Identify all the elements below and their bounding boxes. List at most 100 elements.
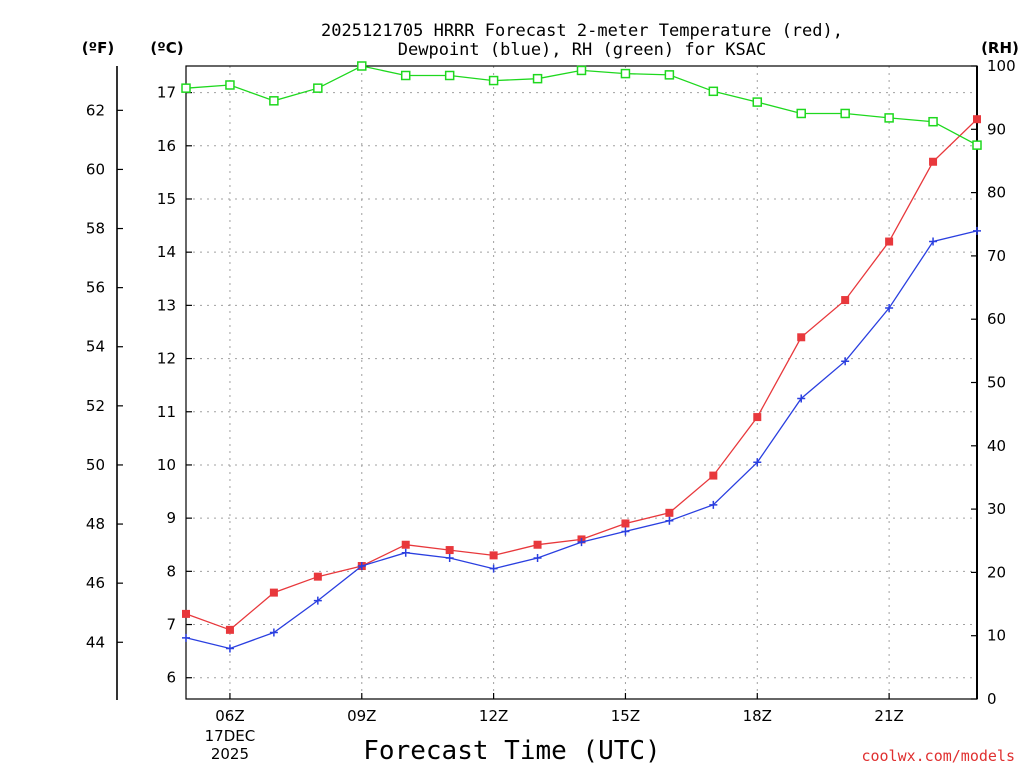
rh-point xyxy=(532,73,543,84)
chart-title-line-1: 2025121705 HRRR Forecast 2-meter Tempera… xyxy=(321,21,843,41)
rh-point xyxy=(840,108,850,119)
dewpoint-point xyxy=(797,394,806,403)
rh-tick-label: 0 xyxy=(987,690,997,708)
dewpoint-point xyxy=(401,548,410,557)
celsius-tick-label: 15 xyxy=(157,190,176,208)
dewpoint-point xyxy=(577,538,586,547)
dewpoint-point xyxy=(973,226,981,235)
temperature-point xyxy=(445,546,454,555)
rh-tick-label: 60 xyxy=(987,310,1006,328)
fahrenheit-tick-label: 50 xyxy=(86,456,105,474)
rh-point xyxy=(620,68,631,79)
temperature-point xyxy=(753,413,762,422)
fahrenheit-tick-label: 46 xyxy=(86,574,105,592)
rh-tick-label: 30 xyxy=(987,500,1006,518)
rh-point xyxy=(884,113,894,123)
temperature-point xyxy=(489,551,498,560)
chart-title-line-2: Dewpoint (blue), RH (green) for KSAC xyxy=(398,40,766,60)
x-tick-label: 09Z xyxy=(347,707,376,725)
grid-lines xyxy=(186,66,977,699)
rh-tick-label: 40 xyxy=(987,437,1006,455)
temperature-point xyxy=(973,115,981,124)
rh-point xyxy=(181,83,191,93)
fahrenheit-unit-label: (ºF) xyxy=(82,39,114,57)
rh-point xyxy=(664,70,675,80)
celsius-tick-label: 17 xyxy=(157,84,176,102)
rh-point xyxy=(313,83,323,93)
celsius-tick-label: 9 xyxy=(166,509,176,527)
temperature-point xyxy=(621,519,630,528)
fahrenheit-tick-label: 48 xyxy=(86,515,105,533)
rh-tick-label: 100 xyxy=(987,57,1016,75)
dewpoint-point xyxy=(489,564,498,573)
dewpoint-line xyxy=(185,230,978,650)
dewpoint-point xyxy=(885,304,894,313)
temperature-point xyxy=(401,540,410,549)
rh-tick-label: 50 xyxy=(987,374,1006,392)
x-tick-label: 21Z xyxy=(874,707,903,725)
rh-tick-label: 70 xyxy=(987,247,1006,265)
x-tick-sublabel: 17DEC xyxy=(205,727,256,745)
x-tick-label: 12Z xyxy=(479,707,508,725)
temperature-point xyxy=(665,508,674,517)
dewpoint-point xyxy=(269,628,278,637)
rh-point xyxy=(444,70,455,81)
fahrenheit-tick-label: 58 xyxy=(86,220,105,238)
dewpoint-point xyxy=(445,554,454,563)
rh-line xyxy=(185,65,978,146)
fahrenheit-tick-label: 60 xyxy=(86,160,105,178)
temperature-point xyxy=(797,333,806,342)
dewpoint-point xyxy=(709,500,718,509)
celsius-tick-label: 14 xyxy=(157,243,176,261)
celsius-tick-label: 10 xyxy=(157,456,176,474)
temperature-point xyxy=(929,157,938,166)
plot-frame xyxy=(185,65,978,700)
rh-point xyxy=(357,61,367,71)
celsius-tick-label: 6 xyxy=(166,669,176,687)
celsius-unit-label: (ºC) xyxy=(150,39,183,57)
temperature-point xyxy=(313,572,322,581)
rh-tick-label: 10 xyxy=(987,627,1006,645)
dewpoint-point xyxy=(225,644,234,653)
x-tick-sublabel: 2025 xyxy=(211,745,249,763)
celsius-tick-label: 7 xyxy=(166,616,176,634)
temperature-point xyxy=(885,237,894,246)
rh-unit-label: (RH) xyxy=(981,39,1019,57)
temperature-point xyxy=(225,625,234,634)
fahrenheit-tick-label: 52 xyxy=(86,397,105,415)
rh-tick-label: 80 xyxy=(987,184,1006,202)
rh-point xyxy=(488,75,499,86)
source-credit[interactable]: coolwx.com/models xyxy=(861,747,1015,765)
dewpoint-point xyxy=(841,357,850,366)
temperature-point xyxy=(182,609,190,618)
rh-point xyxy=(708,86,719,97)
temperature-point xyxy=(269,588,278,597)
dewpoint-point xyxy=(313,596,322,605)
x-axis-label: Forecast Time (UTC) xyxy=(363,736,660,766)
fahrenheit-tick-label: 62 xyxy=(86,101,105,119)
axes: 44 46 48 50 52 54 56 58 60 62 6 7 8 9 10 11 12 13 14 15 16 17… xyxy=(86,57,1016,763)
rh-tick-label: 90 xyxy=(987,120,1006,138)
x-tick-label: 06Z xyxy=(215,707,244,725)
dewpoint-point xyxy=(621,527,630,536)
temperature-point xyxy=(709,471,718,480)
celsius-tick-label: 11 xyxy=(157,403,176,421)
temperature-point xyxy=(841,296,850,305)
rh-point xyxy=(576,65,587,76)
x-tick-label: 18Z xyxy=(743,707,772,725)
rh-point xyxy=(400,70,411,81)
rh-point xyxy=(269,96,279,106)
temperature-line xyxy=(185,118,978,631)
fahrenheit-tick-label: 44 xyxy=(86,633,105,651)
celsius-tick-label: 8 xyxy=(166,562,176,580)
celsius-tick-label: 16 xyxy=(157,137,176,155)
dewpoint-point xyxy=(533,554,542,563)
temperature-point xyxy=(533,540,542,549)
dewpoint-point xyxy=(753,458,762,467)
fahrenheit-tick-label: 56 xyxy=(86,279,105,297)
x-tick-label: 15Z xyxy=(611,707,640,725)
rh-tick-label: 20 xyxy=(987,563,1006,581)
rh-point xyxy=(972,140,982,150)
rh-point xyxy=(928,116,938,127)
